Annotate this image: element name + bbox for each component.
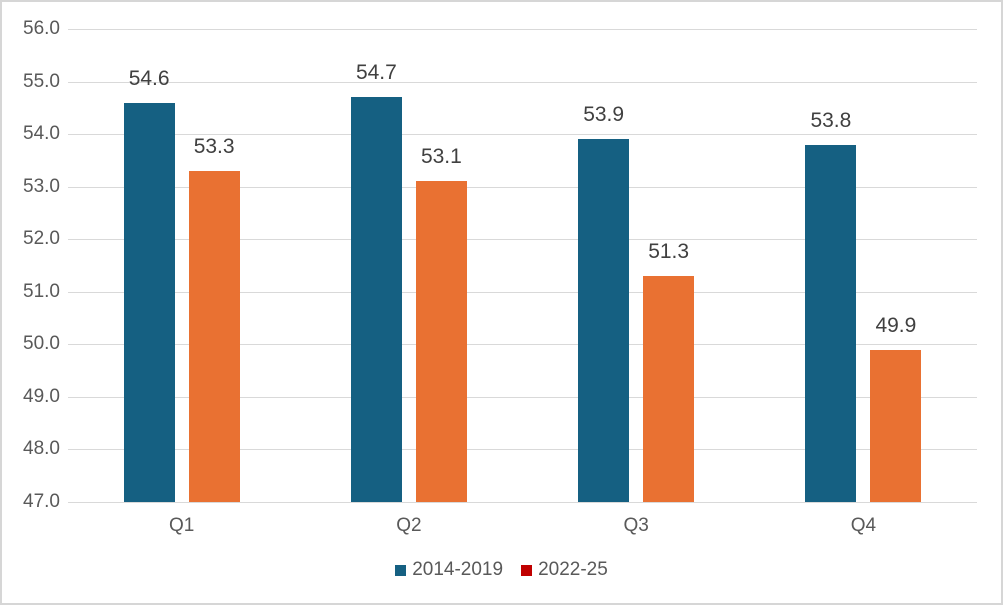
y-axis-tick-label: 54.0 xyxy=(23,123,60,145)
bar-q4-2022-25 xyxy=(870,349,922,502)
y-axis-tick-label: 53.0 xyxy=(23,175,60,197)
y-axis-tick-label: 47.0 xyxy=(23,491,60,512)
data-label-q1-2022-25: 53.3 xyxy=(193,134,235,158)
y-gridline xyxy=(68,134,977,136)
y-axis-tick-label: 55.0 xyxy=(23,70,60,92)
legend-marker-icon xyxy=(521,564,533,576)
y-gridline xyxy=(68,502,977,503)
y-axis-tick-label: 56.0 xyxy=(23,18,60,39)
y-gridline xyxy=(68,449,977,451)
bar-q2-2022-25 xyxy=(415,181,467,502)
legend-marker-icon xyxy=(395,564,407,576)
legend: 2014-2019 2022-25 xyxy=(2,558,1001,582)
y-gridline xyxy=(68,291,977,293)
y-gridline xyxy=(68,344,977,346)
y-gridline xyxy=(68,239,977,241)
y-axis-tick-label: 52.0 xyxy=(23,228,60,250)
y-axis-tick-label: 48.0 xyxy=(23,438,60,460)
y-gridline xyxy=(68,396,977,398)
y-gridline xyxy=(68,29,977,30)
data-label-q3-2022-25: 51.3 xyxy=(648,240,690,263)
bar-q4-2014-2019 xyxy=(805,144,857,502)
y-gridline xyxy=(68,186,977,188)
legend-item-2014-2019: 2014-2019 xyxy=(395,558,503,582)
x-axis-category-label: Q4 xyxy=(850,515,877,536)
data-label-q4-2014-2019: 53.8 xyxy=(810,108,852,132)
legend-label: 2022-25 xyxy=(538,559,608,580)
bar-q2-2014-2019 xyxy=(350,97,402,502)
data-label-q1-2014-2019: 54.6 xyxy=(128,66,170,90)
data-label-q2-2022-25: 53.1 xyxy=(420,145,462,169)
legend-label: 2014-2019 xyxy=(412,559,504,580)
bar-q3-2014-2019 xyxy=(578,139,630,502)
bar-q1-2014-2019 xyxy=(123,102,175,502)
data-label-q2-2014-2019: 54.7 xyxy=(355,61,397,85)
y-axis-tick-label: 49.0 xyxy=(23,385,60,407)
x-axis-category-label: Q1 xyxy=(168,515,195,536)
data-label-q3-2014-2019: 53.9 xyxy=(583,103,625,127)
y-axis-tick-label: 51.0 xyxy=(23,280,60,302)
x-axis-category-label: Q3 xyxy=(623,515,649,536)
data-label-q4-2022-25: 49.9 xyxy=(875,313,917,337)
legend-item-2022-25: 2022-25 xyxy=(521,558,608,582)
y-axis-tick-label: 50.0 xyxy=(23,333,60,355)
x-axis-category-label: Q2 xyxy=(396,515,422,536)
bar-q3-2022-25 xyxy=(643,276,695,502)
y-gridline xyxy=(68,81,977,83)
bar-q1-2022-25 xyxy=(188,170,240,502)
